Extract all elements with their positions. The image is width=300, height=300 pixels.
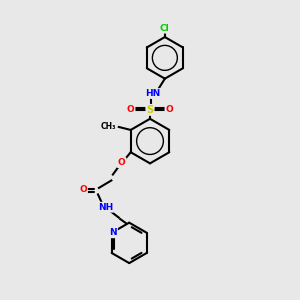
Text: O: O bbox=[127, 105, 135, 114]
Text: Cl: Cl bbox=[160, 24, 170, 33]
Text: O: O bbox=[165, 105, 173, 114]
Text: N: N bbox=[110, 228, 117, 237]
Text: NH: NH bbox=[98, 203, 113, 212]
Text: CH₃: CH₃ bbox=[100, 122, 116, 131]
Text: O: O bbox=[79, 185, 87, 194]
Text: S: S bbox=[146, 105, 154, 115]
Text: O: O bbox=[118, 158, 126, 167]
Text: HN: HN bbox=[145, 89, 160, 98]
